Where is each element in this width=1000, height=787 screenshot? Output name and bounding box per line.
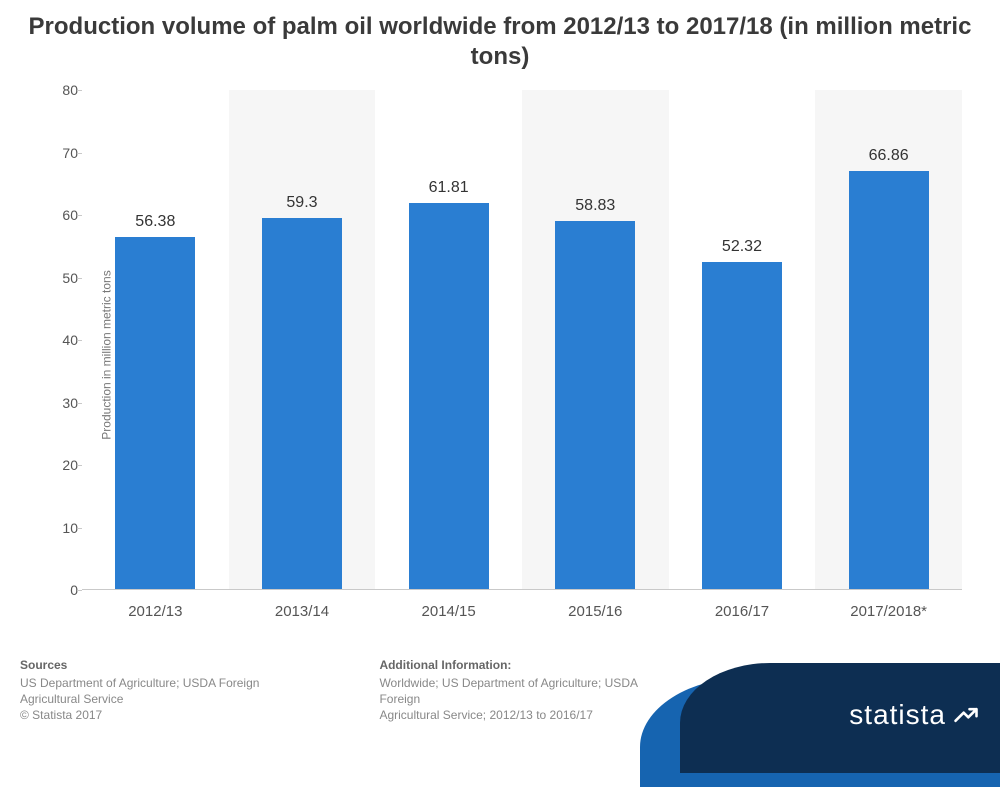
additional-info-line: Worldwide; US Department of Agriculture;… — [379, 675, 639, 707]
chart-title: Production volume of palm oil worldwide … — [0, 12, 1000, 72]
bar — [555, 221, 635, 589]
x-tick-label: 2012/13 — [82, 603, 229, 620]
bar — [849, 171, 929, 589]
logo-label: statista — [849, 699, 946, 731]
chart-container: Production volume of palm oil worldwide … — [0, 0, 1000, 743]
y-tick-label: 50 — [42, 270, 78, 286]
x-axis: 2012/132013/142014/152015/162016/172017/… — [82, 598, 962, 620]
sources-line: US Department of Agriculture; USDA Forei… — [20, 675, 259, 691]
bar-value-label: 66.86 — [815, 147, 962, 165]
sources-block: Sources US Department of Agriculture; US… — [20, 657, 259, 723]
bar-value-label: 58.83 — [522, 197, 669, 215]
chart-footer: Sources US Department of Agriculture; US… — [20, 657, 639, 723]
y-tick-label: 40 — [42, 332, 78, 348]
x-tick-label: 2016/17 — [669, 603, 816, 620]
sources-line: Agricultural Service — [20, 691, 259, 707]
y-tick-label: 30 — [42, 395, 78, 411]
sources-heading: Sources — [20, 657, 259, 673]
bar — [262, 218, 342, 589]
logo: statista — [700, 657, 1000, 743]
y-tick-label: 20 — [42, 457, 78, 473]
y-tick-label: 0 — [42, 582, 78, 598]
statista-arrow-icon — [952, 701, 980, 729]
y-axis-label: Production in million metric tons — [100, 270, 114, 439]
sources-line: © Statista 2017 — [20, 707, 259, 723]
y-tick-mark — [77, 590, 82, 591]
bar — [115, 237, 195, 589]
bar-value-label: 59.3 — [229, 194, 376, 212]
y-tick-label: 60 — [42, 207, 78, 223]
bar — [702, 262, 782, 589]
bar — [409, 203, 489, 589]
y-tick-label: 80 — [42, 82, 78, 98]
plot-area: 0102030405060708056.3859.361.8158.8352.3… — [82, 90, 962, 590]
additional-info-line: Agricultural Service; 2012/13 to 2016/17 — [379, 707, 639, 723]
y-tick-label: 70 — [42, 145, 78, 161]
bar-value-label: 56.38 — [82, 213, 229, 231]
x-tick-label: 2014/15 — [375, 603, 522, 620]
bar-value-label: 61.81 — [375, 179, 522, 197]
logo-text: statista — [849, 699, 980, 731]
plot-outer: 0102030405060708056.3859.361.8158.8352.3… — [82, 90, 962, 620]
x-tick-label: 2017/2018* — [815, 603, 962, 620]
x-tick-label: 2013/14 — [229, 603, 376, 620]
bar-value-label: 52.32 — [669, 238, 816, 256]
x-tick-label: 2015/16 — [522, 603, 669, 620]
additional-info-block: Additional Information: Worldwide; US De… — [379, 657, 639, 723]
additional-info-heading: Additional Information: — [379, 657, 639, 673]
y-tick-label: 10 — [42, 520, 78, 536]
